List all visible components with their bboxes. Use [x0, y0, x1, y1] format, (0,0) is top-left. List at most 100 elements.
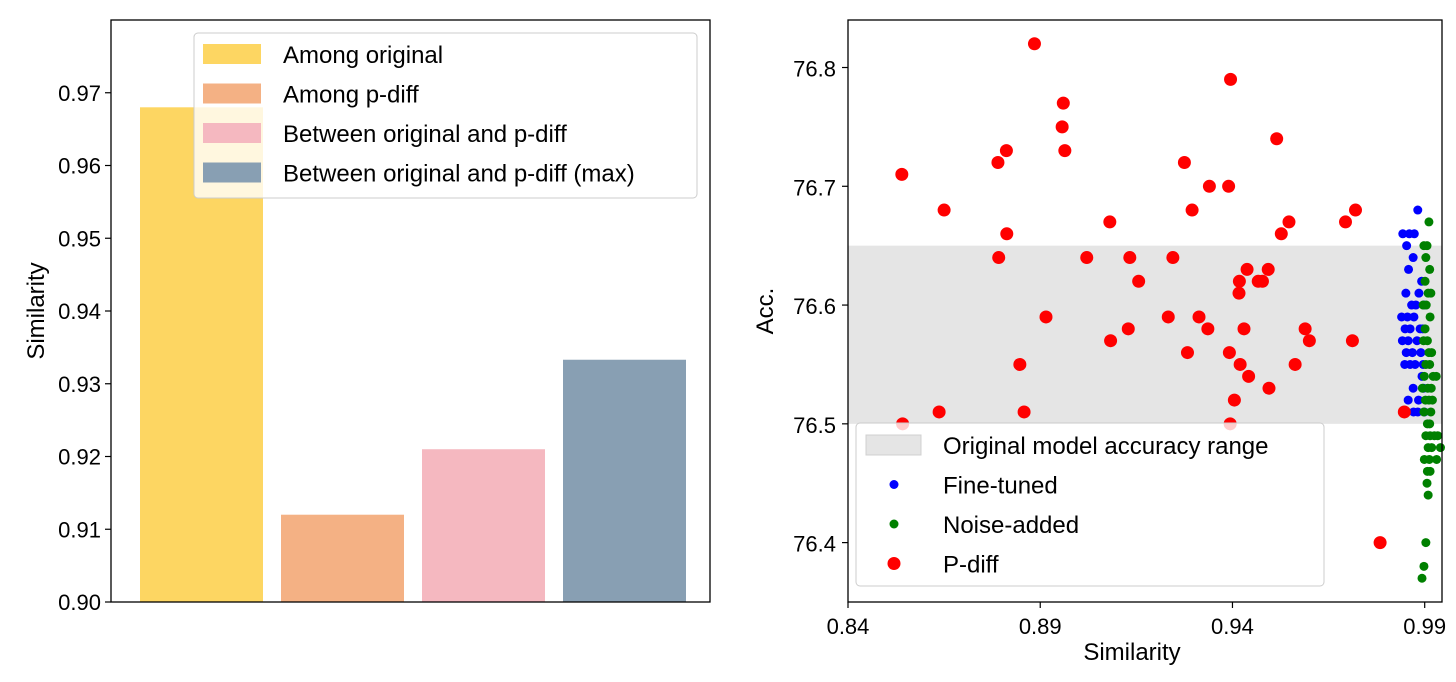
- fine-tuned-point: [1412, 336, 1422, 346]
- scatter-x-tick-label: 0.84: [827, 614, 870, 639]
- p-diff-point: [1017, 405, 1031, 419]
- p-diff-point: [1055, 120, 1069, 134]
- noise-added-point: [1419, 407, 1429, 417]
- bar-legend-label: Among p-diff: [283, 82, 419, 109]
- p-diff-point: [1233, 357, 1247, 371]
- fine-tuned-point: [1413, 205, 1423, 215]
- bar-y-tick-label: 0.95: [58, 226, 101, 251]
- fine-tuned-point: [1402, 241, 1412, 251]
- scatter-legend-label: Original model accuracy range: [943, 433, 1269, 460]
- fine-tuned-point: [1410, 359, 1420, 369]
- p-diff-point: [1185, 203, 1199, 217]
- bar-legend-box: [193, 32, 698, 199]
- p-diff-point: [1338, 215, 1352, 229]
- scatter-x-tick-label: 0.94: [1211, 614, 1254, 639]
- fine-tuned-point: [1416, 348, 1426, 358]
- fine-tuned-point: [1398, 229, 1408, 239]
- p-diff-point: [1123, 251, 1137, 265]
- fine-tuned-point: [1397, 312, 1407, 322]
- fine-tuned-point: [1411, 300, 1421, 310]
- scatter-y-tick-label: 76.7: [793, 175, 836, 200]
- accuracy-range-band: [848, 245, 1442, 424]
- bar-y-tick-label: 0.94: [58, 299, 101, 324]
- fine-tuned-point: [1397, 336, 1407, 346]
- noise-added-point: [1419, 336, 1429, 346]
- noise-added-point: [1420, 324, 1430, 334]
- p-diff-point: [1232, 274, 1246, 288]
- fine-tuned-point: [1401, 348, 1411, 358]
- noise-added-point: [1426, 407, 1436, 417]
- p-diff-point: [1397, 405, 1411, 419]
- noise-added-point: [1421, 253, 1431, 263]
- scatter-y-tick-label: 76.8: [793, 57, 836, 82]
- bar-3: [422, 449, 545, 602]
- noise-added-point: [1425, 312, 1435, 322]
- p-diff-point: [1274, 227, 1288, 241]
- scatter-legend-label: P-diff: [943, 552, 999, 579]
- noise-added-point: [1432, 454, 1442, 464]
- scatter-x-ticks: 0.84 0.89 0.94 0.99: [827, 602, 1446, 639]
- scatter-legend-marker: [889, 519, 899, 529]
- scatter-y-tick-label: 76.5: [793, 413, 836, 438]
- noise-added-point: [1425, 466, 1435, 476]
- fine-tuned-point: [1401, 288, 1411, 298]
- noise-added-point: [1427, 348, 1437, 358]
- scatter-legend-marker: [889, 480, 899, 489]
- noise-added-point: [1421, 300, 1431, 310]
- scatter-y-axis-label: Acc.: [752, 288, 779, 335]
- noise-added-point: [1422, 241, 1432, 251]
- noise-added-point: [1421, 538, 1431, 548]
- scatter-y-tick-label: 76.4: [793, 532, 836, 557]
- p-diff-point: [1080, 251, 1094, 265]
- scatter-y-ticks: 76.4 76.5 76.6 76.7 76.8: [793, 57, 848, 557]
- bar-legend-swatch: [203, 162, 261, 183]
- scatter-x-axis-label: Similarity: [1083, 639, 1180, 666]
- noise-added-point: [1426, 383, 1436, 393]
- p-diff-point: [1013, 357, 1027, 371]
- bar-y-tick-label: 0.96: [58, 154, 101, 179]
- scatter-legend-label: Noise-added: [943, 512, 1079, 539]
- p-diff-point: [999, 144, 1013, 158]
- scatter-chart: 76.4 76.5 76.6 76.7 76.8 0.84 0.89 0.94 0.99 Si…: [752, 19, 1446, 666]
- bar-legend-label: Between original and p-diff: [283, 121, 567, 148]
- noise-added-point: [1422, 478, 1432, 488]
- p-diff-point: [1373, 536, 1387, 550]
- scatter-x-tick-label: 0.99: [1403, 614, 1446, 639]
- noise-added-point: [1423, 490, 1433, 500]
- p-diff-point: [1201, 322, 1215, 336]
- bar-y-tick-label: 0.97: [58, 81, 101, 106]
- p-diff-point: [1177, 156, 1191, 170]
- noise-added-point: [1424, 454, 1434, 464]
- p-diff-point: [1161, 310, 1175, 324]
- p-diff-point: [1000, 227, 1014, 241]
- p-diff-point: [1348, 203, 1362, 217]
- noise-added-point: [1431, 371, 1441, 381]
- fine-tuned-point: [1405, 324, 1415, 334]
- p-diff-point: [1192, 310, 1206, 324]
- p-diff-point: [1121, 322, 1135, 336]
- fine-tuned-point: [1407, 348, 1417, 358]
- p-diff-point: [1298, 322, 1312, 336]
- noise-added-point: [1419, 561, 1429, 571]
- bar-y-tick-label: 0.90: [58, 590, 101, 615]
- bar-legend-swatch: [203, 83, 261, 104]
- bar-legend-swatch: [203, 44, 261, 64]
- p-diff-point: [1302, 334, 1316, 348]
- fine-tuned-point: [1403, 395, 1413, 405]
- bar-legend: Among original Among p-diff Between origin…: [193, 32, 698, 199]
- bar-y-tick-label: 0.91: [58, 517, 101, 542]
- scatter-y-tick-label: 76.6: [793, 294, 836, 319]
- bar-y-tick-label: 0.92: [58, 445, 101, 470]
- fine-tuned-point: [1414, 395, 1424, 405]
- bar-legend-label: Among original: [283, 42, 443, 69]
- fine-tuned-point: [1404, 264, 1414, 274]
- p-diff-point: [1262, 381, 1276, 395]
- noise-added-point: [1420, 276, 1430, 286]
- p-diff-point: [1166, 251, 1180, 265]
- fine-tuned-point: [1400, 359, 1410, 369]
- noise-added-point: [1417, 383, 1427, 393]
- fine-tuned-point: [1408, 253, 1418, 263]
- p-diff-point: [1224, 72, 1238, 86]
- p-diff-point: [1240, 262, 1254, 276]
